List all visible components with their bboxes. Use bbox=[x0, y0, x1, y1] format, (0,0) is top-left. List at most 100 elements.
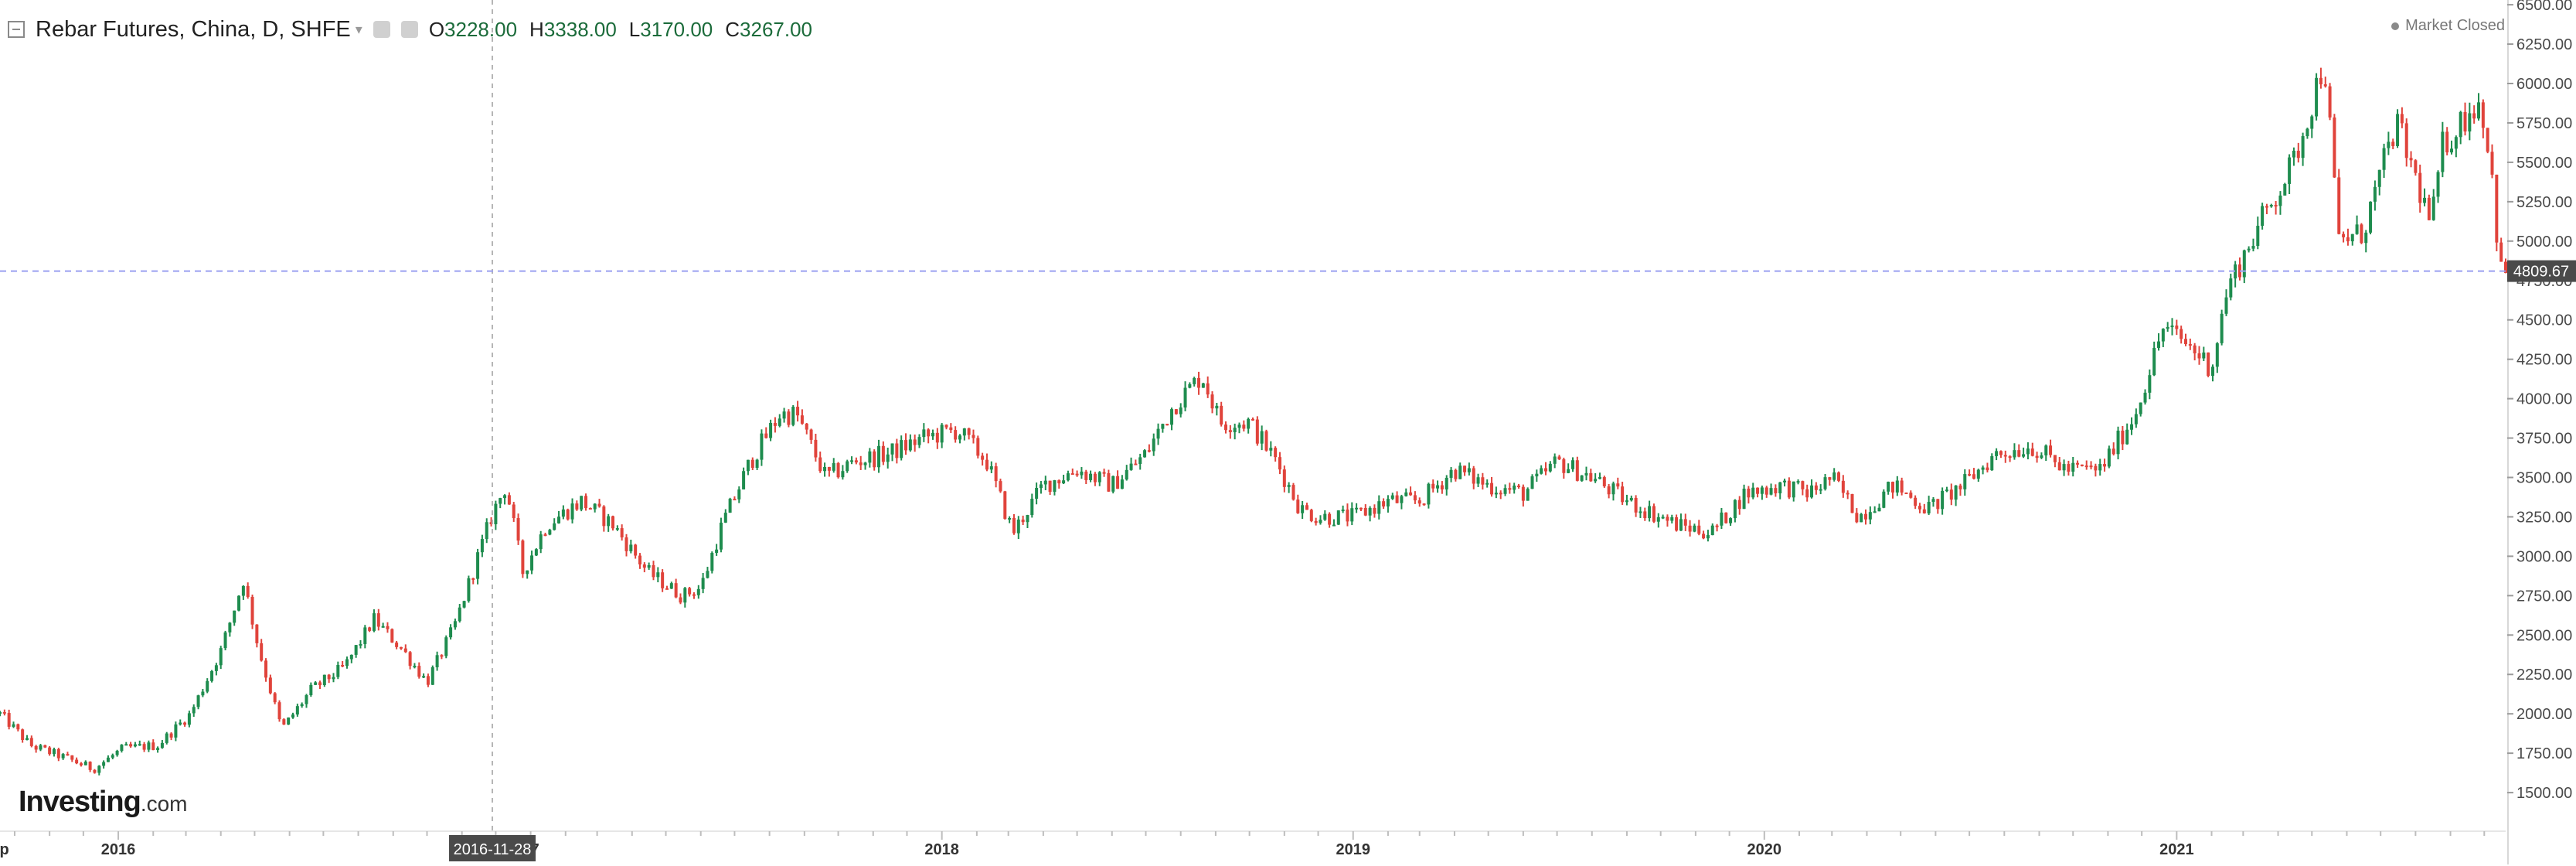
candle-body bbox=[1350, 508, 1354, 522]
candle-body bbox=[588, 508, 592, 510]
candle-body bbox=[1887, 482, 1890, 492]
candle-body bbox=[2251, 246, 2255, 249]
candle-body bbox=[516, 518, 520, 541]
candle-body bbox=[2404, 123, 2408, 159]
candle-body bbox=[1156, 428, 1160, 439]
candle-body bbox=[480, 539, 484, 553]
candle-body bbox=[2387, 141, 2391, 148]
price-label-box bbox=[2507, 260, 2576, 282]
candle-body bbox=[2125, 429, 2129, 445]
candle-body bbox=[715, 549, 719, 554]
candle-body bbox=[895, 443, 899, 459]
symbol-title[interactable]: Rebar Futures, China, D, SHFE bbox=[36, 16, 351, 42]
collapse-icon[interactable] bbox=[8, 21, 25, 38]
candle-body bbox=[994, 466, 998, 482]
y-tick-label: 5750.00 bbox=[2516, 115, 2572, 132]
candle-body bbox=[2, 711, 6, 714]
candle-body bbox=[1521, 486, 1525, 501]
candle-body bbox=[2049, 445, 2053, 455]
candle-body bbox=[1670, 517, 1674, 521]
candle-body bbox=[1801, 481, 1805, 489]
candle-body bbox=[1941, 490, 1945, 510]
chevron-down-icon[interactable]: ▾ bbox=[355, 21, 362, 37]
ohlc-c: C3267.00 bbox=[725, 18, 812, 42]
candle-body bbox=[2319, 77, 2322, 85]
candle-body bbox=[1431, 483, 1435, 489]
candle-body bbox=[1540, 468, 1543, 474]
candle-body bbox=[174, 724, 178, 738]
candle-body bbox=[846, 461, 849, 472]
price-axis[interactable] bbox=[2507, 0, 2576, 864]
candle-body bbox=[873, 451, 876, 468]
candle-body bbox=[981, 455, 985, 460]
candle-body bbox=[2486, 128, 2489, 152]
ohlc-key: L bbox=[628, 17, 641, 41]
candle-body bbox=[1413, 495, 1417, 501]
candle-body bbox=[1111, 476, 1115, 492]
candle-body bbox=[1039, 484, 1043, 489]
candle-body bbox=[7, 713, 11, 727]
x-tick-label: 2016 bbox=[101, 841, 136, 858]
candle-body bbox=[2053, 455, 2057, 462]
candle-body bbox=[1368, 507, 1372, 516]
ohlc-value: 3338.00 bbox=[543, 17, 617, 41]
candle-body bbox=[430, 667, 434, 685]
candle-body bbox=[701, 578, 705, 589]
candle-body bbox=[2098, 464, 2102, 471]
settings-icon[interactable] bbox=[400, 21, 418, 38]
candle-body bbox=[737, 489, 741, 499]
candle-body bbox=[1363, 507, 1367, 516]
candle-body bbox=[2220, 313, 2224, 343]
candle-body bbox=[151, 742, 155, 750]
candle-body bbox=[1301, 505, 1305, 513]
eye-icon[interactable] bbox=[373, 21, 390, 38]
candle-body bbox=[1607, 486, 1611, 495]
candle-body bbox=[1931, 499, 1935, 503]
candle-body bbox=[985, 459, 989, 470]
candle-body bbox=[1309, 510, 1313, 521]
candle-body bbox=[2229, 278, 2233, 298]
candle-body bbox=[642, 564, 646, 568]
candle-body bbox=[1359, 507, 1363, 510]
candle-body bbox=[1629, 497, 1633, 501]
candle-body bbox=[1012, 518, 1016, 534]
candle-body bbox=[1783, 480, 1787, 482]
candle-body bbox=[1526, 489, 1530, 501]
candle-body bbox=[1206, 383, 1210, 395]
ohlc-o: O3228.00 bbox=[429, 18, 517, 42]
candle-body bbox=[620, 528, 624, 538]
candle-body bbox=[1823, 477, 1827, 489]
candle-body bbox=[1336, 510, 1340, 525]
ohlc-value: 3267.00 bbox=[740, 17, 813, 41]
investing-logo[interactable]: Investing.com bbox=[19, 786, 188, 819]
crosshair-labels: 4809.67 2016-11-28 bbox=[449, 260, 2576, 861]
candle-body bbox=[56, 748, 60, 759]
candle-body bbox=[1778, 482, 1782, 494]
candle-body bbox=[1224, 424, 1228, 431]
candle-body bbox=[530, 555, 534, 571]
candle-body bbox=[1986, 467, 1989, 471]
candle-body bbox=[2197, 353, 2201, 359]
candle-body bbox=[634, 544, 638, 556]
candle-body bbox=[1720, 512, 1724, 526]
candle-body bbox=[206, 680, 209, 692]
time-axis[interactable] bbox=[0, 830, 2506, 866]
candle-body bbox=[1210, 394, 1214, 409]
candle-body bbox=[1107, 472, 1111, 492]
candle-body bbox=[647, 564, 651, 568]
candle-body bbox=[399, 646, 403, 649]
candle-body bbox=[2391, 141, 2395, 146]
candle-body bbox=[2148, 375, 2152, 393]
candle-body bbox=[2121, 430, 2125, 445]
ohlc-l: L3170.00 bbox=[629, 18, 713, 42]
candle-body bbox=[962, 428, 966, 436]
candle-body bbox=[1814, 485, 1818, 490]
brand-name: Investing bbox=[19, 786, 141, 818]
candle-body bbox=[494, 503, 498, 525]
candle-body bbox=[16, 724, 20, 730]
ohlc-values: O3228.00 H3338.00 L3170.00 C3267.00 bbox=[429, 18, 812, 42]
candle-body bbox=[967, 428, 971, 435]
candle-body bbox=[1193, 377, 1196, 384]
